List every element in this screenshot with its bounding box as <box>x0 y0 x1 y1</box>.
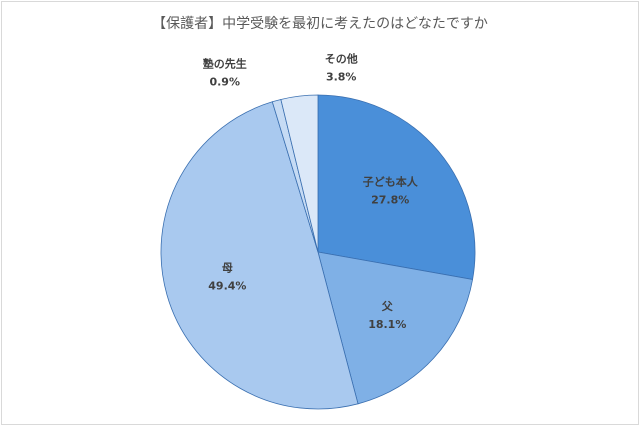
slice-value-label: 3.8% <box>326 70 357 83</box>
slice-label: その他 <box>325 51 358 65</box>
pie-slice <box>317 251 474 405</box>
slice-value-label: 27.8% <box>371 193 409 206</box>
slice-label: 塾の先生 <box>203 56 247 70</box>
slice-value-label: 49.4% <box>208 280 246 293</box>
slice-value-label: 0.9% <box>209 75 240 88</box>
slice-label: 母 <box>222 262 233 275</box>
chart-title: 【保護者】中学受験を最初に考えたのはどなたですか <box>152 15 488 32</box>
slice-label: 子ども本人 <box>363 174 419 188</box>
slice-label: 父 <box>381 300 394 313</box>
pie-slice <box>160 101 359 410</box>
pie-slice <box>280 94 319 253</box>
slice-value-label: 18.1% <box>368 318 406 331</box>
pie-slice <box>317 94 476 280</box>
